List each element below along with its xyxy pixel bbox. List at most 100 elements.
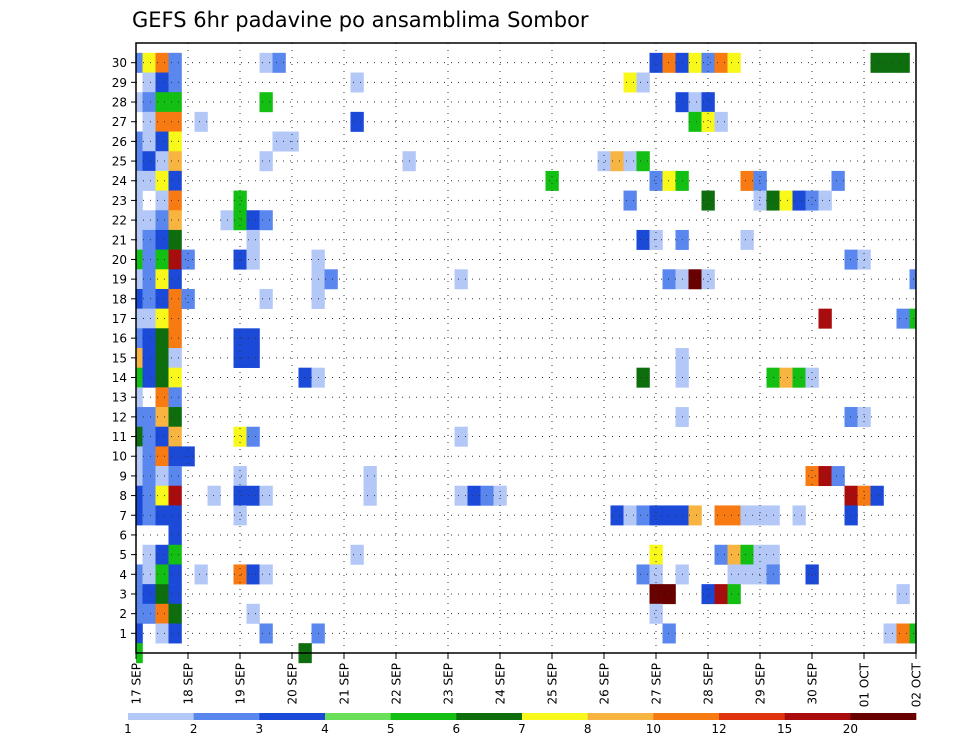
cell-member-21-t1 [142, 229, 156, 250]
cell-member-7-t40 [649, 505, 663, 526]
x-axis: 17 SEP 18 SEP 19 SEP 20 SEP 21 SEP 22 SEP 23 S… [130, 653, 924, 707]
cell-member-11-t2 [155, 426, 169, 447]
cell-member-19-t0 [136, 269, 143, 290]
cell-member-29-t1 [142, 72, 156, 93]
cell-member-21-t3 [168, 229, 182, 250]
cell-member-24-t48 [753, 170, 767, 191]
cell-member-20-t55 [844, 249, 858, 270]
cell-member-16-t8 [233, 328, 247, 349]
cell-member-8-t2 [155, 485, 169, 506]
cell-member-3-t59 [896, 584, 910, 605]
cell-member-19-t2 [155, 269, 169, 290]
cell-member-12-t55 [844, 407, 858, 428]
cell-member-23-t48 [753, 190, 767, 211]
y-tick-label-23: 23 [112, 194, 127, 208]
y-tick-label-1: 1 [119, 627, 127, 641]
cell-member-29-t2 [155, 72, 169, 93]
y-tick-label-8: 8 [119, 489, 127, 503]
cell-member-7-t38 [623, 505, 637, 526]
cell-member-12-t2 [155, 407, 169, 428]
x-tick-label-15: 02 OCT [910, 662, 924, 707]
cell-member-5-t1 [142, 544, 156, 565]
x-tick-label-10: 27 SEP [650, 663, 664, 705]
cell-member-14-t0 [136, 367, 143, 388]
cell-member-15-t0 [136, 348, 143, 368]
cell-member-7-t2 [155, 505, 169, 526]
cell-member-30-t0 [136, 52, 143, 73]
y-tick-label-30: 30 [112, 56, 127, 70]
cell-member-7-t43 [688, 505, 702, 526]
y-tick-label-16: 16 [112, 332, 127, 346]
colorbar-label-1: 1 [124, 722, 132, 736]
colorbar-label-12: 12 [711, 722, 726, 736]
cell-member-4-t9 [246, 564, 260, 585]
cell-member-21-t39 [636, 229, 650, 250]
x-tick-label-4: 21 SEP [338, 663, 352, 705]
cell-member-21-t47 [740, 229, 754, 250]
colorbar-label-15: 15 [777, 722, 792, 736]
cell-member-18-t0 [136, 288, 143, 309]
cell-member-20-t3 [168, 249, 182, 270]
cell-member-3-t40 [649, 584, 663, 605]
colorbar-swatch-3 [259, 713, 326, 720]
cell-member-17-t1 [142, 308, 156, 329]
cell-member-4-t0 [136, 564, 143, 585]
colorbar-swatch-10 [653, 713, 720, 720]
cell-member-4-t8 [233, 564, 247, 585]
cell-member-28-t2 [155, 92, 169, 113]
cell-member-4-t39 [636, 564, 650, 585]
cell-member-30-t45 [714, 52, 728, 73]
cell-member-24-t3 [168, 170, 182, 191]
cell-member-14-t51 [792, 367, 806, 388]
cell-member-10-t3 [168, 446, 182, 467]
cell-member-3-t41 [662, 584, 676, 605]
y-tick-label-20: 20 [112, 253, 127, 267]
heatmap-cells [136, 52, 917, 664]
cell-member-9-t52 [805, 466, 819, 487]
cell-member-1-t60 [909, 623, 917, 644]
cell-member-5-t2 [155, 544, 169, 565]
cell-member-1-t59 [896, 623, 910, 644]
cell-member-23-t44 [701, 190, 715, 211]
cell-member-2-t1 [142, 603, 156, 624]
cell-member-27-t1 [142, 111, 156, 132]
cell-member-25-t38 [623, 151, 637, 172]
cell-member-8-t8 [233, 485, 247, 506]
cell-member-19-t1 [142, 269, 156, 290]
cell-member-7-t39 [636, 505, 650, 526]
cell-member-11-t1 [142, 426, 156, 447]
colorbar-swatch-8 [587, 713, 654, 720]
cell-member-17-t2 [155, 308, 169, 329]
cell-member-5-t45 [714, 544, 728, 565]
cell-member-10-t2 [155, 446, 169, 467]
colorbar-label-8: 8 [584, 722, 592, 736]
cell-member-27-t44 [701, 111, 715, 132]
y-tick-label-24: 24 [112, 174, 127, 188]
cell-member-14-t52 [805, 367, 819, 388]
y-tick-label-28: 28 [112, 96, 127, 110]
cell-member-13-t2 [155, 387, 169, 408]
cell-member-25-t39 [636, 151, 650, 172]
cell-member-23-t53 [818, 190, 832, 211]
cell-member-12-t0 [136, 407, 143, 428]
y-tick-label-11: 11 [112, 430, 127, 444]
y-tick-label-19: 19 [112, 273, 127, 287]
cell-member-17-t53 [818, 308, 832, 329]
cell-member-23-t52 [805, 190, 819, 211]
cell-member-28-t43 [688, 92, 702, 113]
y-tick-label-7: 7 [119, 509, 127, 523]
cell-member-11-t25 [454, 426, 468, 447]
cell-member-27-t5 [194, 111, 208, 132]
cell-member-23-t8 [233, 190, 247, 211]
cell-member-9-t2 [155, 466, 169, 487]
cell-member-19-t3 [168, 269, 182, 290]
y-tick-label-12: 12 [112, 410, 127, 424]
cell-member-17-t59 [896, 308, 910, 329]
cell-member-30-t11 [272, 52, 286, 73]
colorbar-label-7: 7 [518, 722, 526, 736]
cell-member-7-t45 [714, 505, 728, 526]
cell-member-26-t1 [142, 131, 156, 152]
cell-member-24-t32 [545, 170, 559, 191]
x-tick-label-14: 01 OCT [858, 662, 872, 707]
cell-member-27-t43 [688, 111, 702, 132]
